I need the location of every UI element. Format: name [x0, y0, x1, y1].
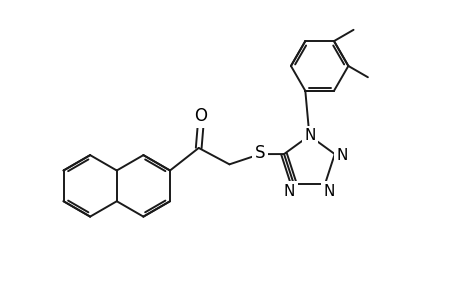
- Text: S: S: [254, 144, 265, 162]
- Text: N: N: [304, 128, 315, 143]
- Text: N: N: [323, 184, 334, 199]
- Text: O: O: [194, 107, 207, 125]
- Text: N: N: [336, 148, 347, 163]
- Text: N: N: [283, 184, 295, 199]
